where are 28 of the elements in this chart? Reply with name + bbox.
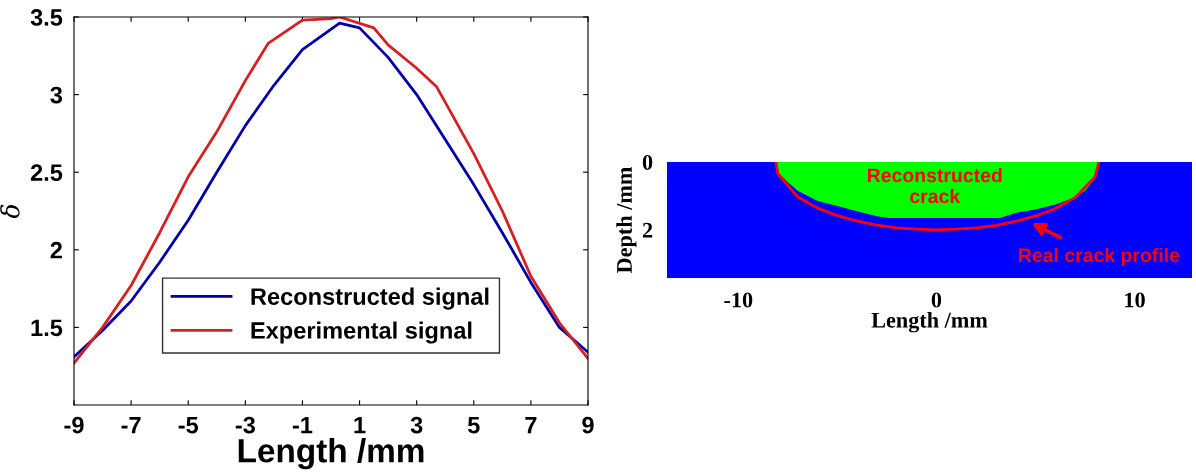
y-tick-label: 3.5 <box>30 9 63 26</box>
y-tick-label: 2.5 <box>30 164 63 181</box>
annotation: Reconstructed crack <box>867 167 1002 204</box>
annotation: Real crack profile <box>1019 247 1180 267</box>
x-tick-label: -3 <box>235 416 255 434</box>
x-axis-title: Length /mm <box>871 312 988 333</box>
x-tick-label: -5 <box>178 416 199 434</box>
x-tick-label: 10 <box>1125 292 1145 308</box>
legend-label: Experimental signal <box>251 321 472 344</box>
x-tick-label: 3 <box>410 416 423 434</box>
y-axis-title: Depth /mm <box>616 166 637 273</box>
y-tick-label: 3 <box>50 86 63 104</box>
x-axis-title: Length /mm <box>238 438 424 470</box>
y-tick-label: 2 <box>642 222 653 238</box>
x-tick-label: 5 <box>467 416 480 434</box>
x-tick-label: -7 <box>121 416 141 434</box>
x-tick-label: 1 <box>354 416 366 434</box>
x-tick-label: -10 <box>724 292 753 308</box>
legend-label: Reconstructed signal <box>251 287 489 310</box>
x-tick-label: 9 <box>582 416 594 434</box>
x-tick-label: 7 <box>525 416 537 434</box>
y-axis-title: δ <box>0 204 20 219</box>
y-tick-label: 2 <box>50 241 62 259</box>
x-tick-label: -1 <box>292 416 313 434</box>
x-tick-label: -9 <box>64 416 84 434</box>
x-tick-label: 0 <box>931 292 942 308</box>
y-tick-label: 1.5 <box>31 319 63 337</box>
line-series <box>774 162 1101 232</box>
